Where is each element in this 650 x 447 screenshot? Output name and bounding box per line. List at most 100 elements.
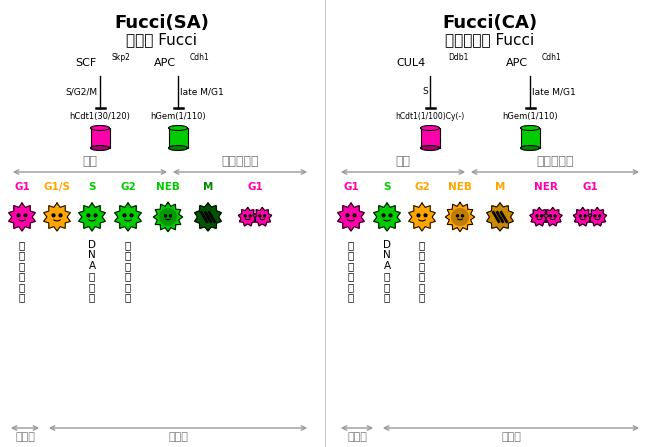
Circle shape — [244, 215, 246, 217]
Text: N: N — [88, 250, 96, 261]
Text: 止: 止 — [19, 282, 25, 292]
Circle shape — [130, 214, 133, 217]
Circle shape — [599, 215, 601, 217]
Circle shape — [594, 215, 596, 217]
Polygon shape — [195, 203, 221, 231]
Text: G1: G1 — [582, 182, 598, 192]
Polygon shape — [487, 203, 514, 231]
Circle shape — [249, 215, 251, 217]
Polygon shape — [239, 207, 257, 226]
Bar — [521, 128, 539, 148]
Text: 間期: 間期 — [83, 155, 98, 168]
Text: G2: G2 — [414, 182, 430, 192]
Text: A: A — [88, 261, 96, 271]
Circle shape — [94, 214, 97, 217]
Text: NEB: NEB — [156, 182, 180, 192]
Circle shape — [24, 214, 27, 217]
Text: APC: APC — [506, 58, 528, 68]
Circle shape — [160, 209, 176, 225]
Text: 準: 準 — [419, 271, 425, 282]
Text: 裂: 裂 — [125, 250, 131, 261]
Circle shape — [424, 214, 427, 217]
Text: hGem(1/110): hGem(1/110) — [150, 112, 206, 121]
Text: 複: 複 — [89, 271, 95, 282]
Text: 増殖期: 増殖期 — [168, 432, 188, 442]
Text: 期: 期 — [348, 292, 354, 303]
Text: S: S — [422, 88, 428, 97]
Text: CUL4: CUL4 — [396, 58, 426, 68]
Text: 分: 分 — [125, 240, 131, 250]
Text: 期: 期 — [419, 292, 425, 303]
Circle shape — [584, 215, 586, 217]
Polygon shape — [338, 203, 364, 231]
Polygon shape — [445, 202, 474, 232]
Ellipse shape — [521, 126, 539, 131]
Text: 期: 期 — [384, 292, 390, 303]
Polygon shape — [153, 202, 183, 232]
Text: S/G2/M: S/G2/M — [66, 88, 98, 97]
Ellipse shape — [521, 146, 539, 151]
Ellipse shape — [168, 126, 187, 131]
Circle shape — [462, 215, 463, 217]
Text: D: D — [383, 240, 391, 250]
Circle shape — [417, 214, 420, 217]
Circle shape — [382, 214, 385, 217]
Text: late M/G1: late M/G1 — [180, 88, 224, 97]
Text: 裂: 裂 — [419, 250, 425, 261]
Text: hCdt1(30/120): hCdt1(30/120) — [70, 112, 131, 121]
Text: 製: 製 — [348, 250, 354, 261]
Text: 止: 止 — [348, 282, 354, 292]
Text: 製: 製 — [384, 282, 390, 292]
Text: M: M — [495, 182, 505, 192]
Text: G1: G1 — [343, 182, 359, 192]
Circle shape — [549, 215, 551, 217]
Ellipse shape — [421, 146, 439, 151]
Text: Cdh1: Cdh1 — [190, 53, 210, 62]
Polygon shape — [588, 207, 606, 226]
Text: 休止期: 休止期 — [15, 432, 35, 442]
Text: Cdh1: Cdh1 — [542, 53, 562, 62]
Polygon shape — [253, 207, 272, 226]
Text: G1: G1 — [247, 182, 263, 192]
Text: 製: 製 — [89, 282, 95, 292]
Circle shape — [554, 215, 556, 217]
Circle shape — [452, 209, 469, 225]
Text: Fucci(SA): Fucci(SA) — [114, 14, 209, 32]
Bar — [421, 128, 439, 148]
Ellipse shape — [168, 146, 187, 151]
Circle shape — [59, 214, 62, 217]
Text: 従来の Fucci: 従来の Fucci — [127, 32, 198, 47]
Text: late M/G1: late M/G1 — [532, 88, 576, 97]
Text: 前: 前 — [19, 261, 25, 271]
Text: 有糸分裂期: 有糸分裂期 — [221, 155, 259, 168]
Circle shape — [170, 215, 172, 217]
Circle shape — [17, 214, 20, 217]
Text: G1/S: G1/S — [44, 182, 70, 192]
Polygon shape — [573, 207, 592, 226]
Text: SCF: SCF — [75, 58, 96, 68]
Text: 期: 期 — [125, 292, 131, 303]
Circle shape — [346, 214, 349, 217]
Text: hCdt1(1/100)Cy(-): hCdt1(1/100)Cy(-) — [395, 112, 465, 121]
Text: 増殖期: 増殖期 — [501, 432, 521, 442]
Text: 複: 複 — [384, 271, 390, 282]
Text: N: N — [383, 250, 391, 261]
Text: Skp2: Skp2 — [112, 53, 131, 62]
Text: G2: G2 — [120, 182, 136, 192]
Text: 分: 分 — [419, 240, 425, 250]
Circle shape — [456, 215, 458, 217]
Text: D: D — [88, 240, 96, 250]
Text: APC: APC — [154, 58, 176, 68]
Text: hGem(1/110): hGem(1/110) — [502, 112, 558, 121]
Text: Fucci(CA): Fucci(CA) — [443, 14, 538, 32]
Circle shape — [536, 215, 538, 217]
Circle shape — [389, 214, 392, 217]
Polygon shape — [543, 207, 562, 226]
Text: 複: 複 — [19, 240, 25, 250]
Text: 期: 期 — [89, 292, 95, 303]
Circle shape — [123, 214, 126, 217]
Circle shape — [264, 215, 266, 217]
Text: 準: 準 — [125, 271, 131, 282]
Text: 前: 前 — [419, 261, 425, 271]
Text: Ddb1: Ddb1 — [448, 53, 469, 62]
